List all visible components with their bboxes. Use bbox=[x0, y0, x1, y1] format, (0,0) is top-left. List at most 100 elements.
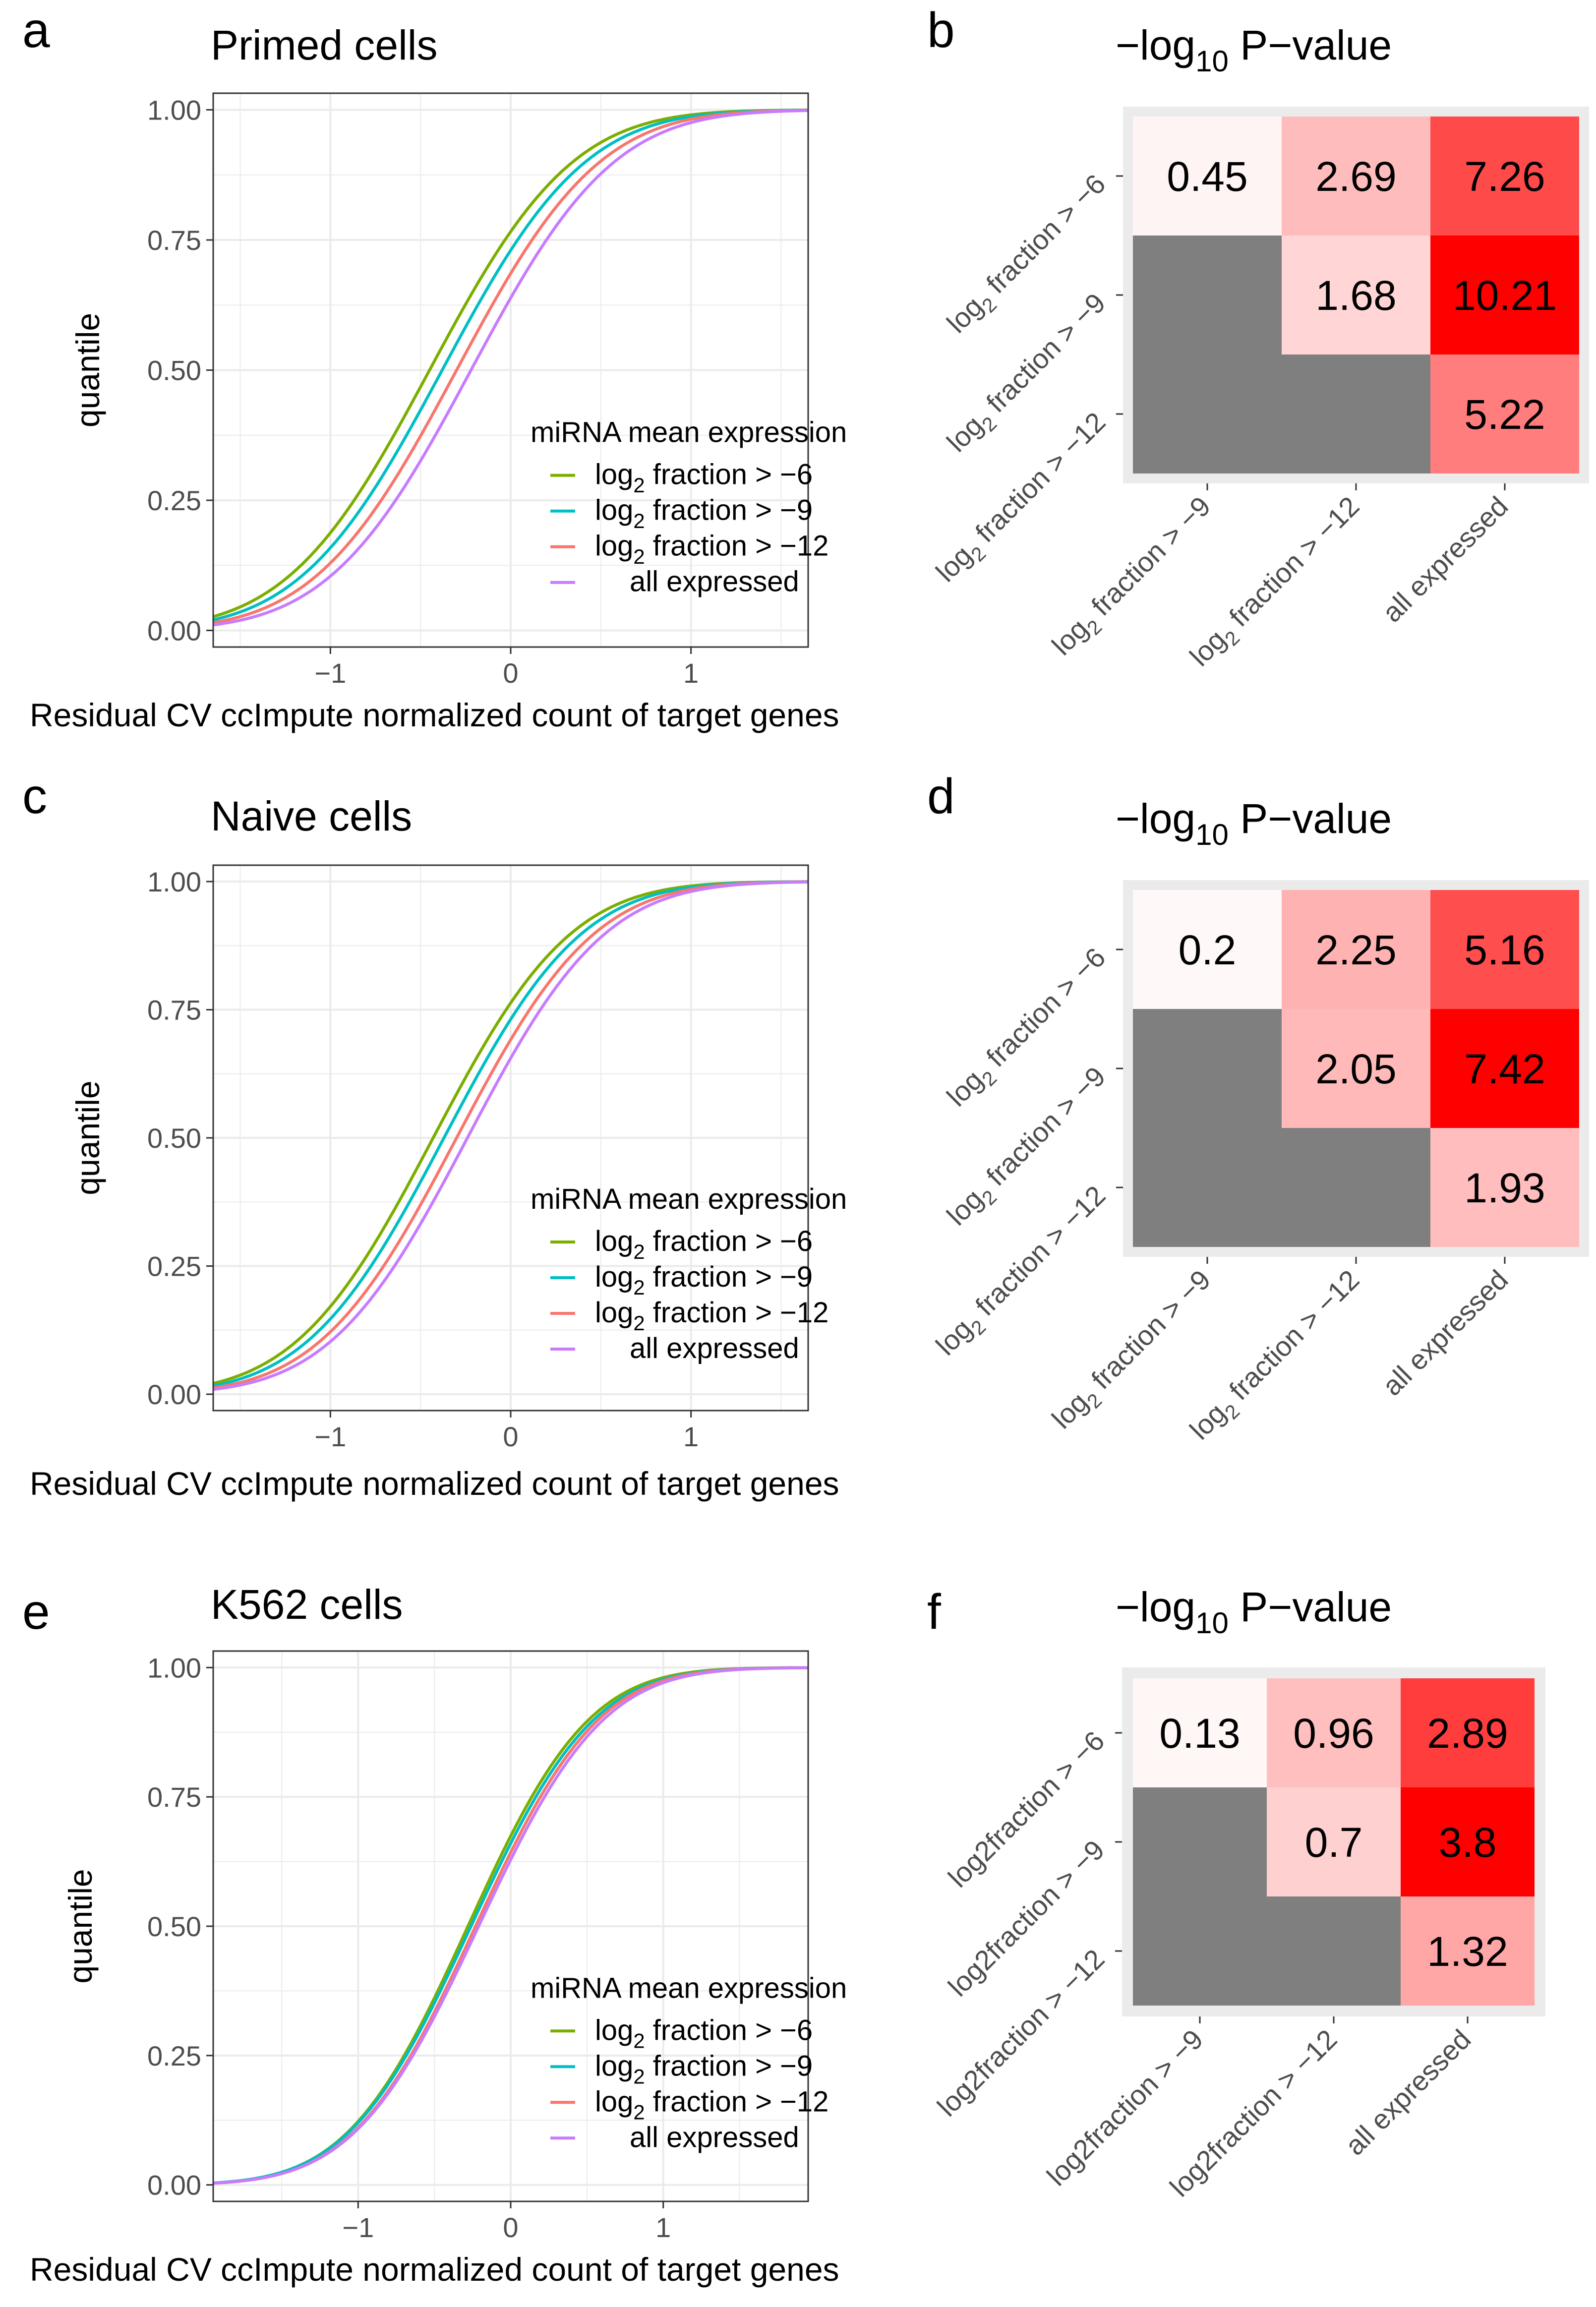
legend-label-1-sub: 2 bbox=[633, 2065, 645, 2088]
y-tick-label: 0.75 bbox=[147, 1781, 201, 1813]
col-label-2: all expressed bbox=[1339, 2023, 1477, 2161]
heatmap-cell-label: 2.89 bbox=[1427, 1710, 1508, 1757]
heatmap-cell-label: 0.45 bbox=[1167, 153, 1248, 200]
legend-label-3-pre: all expressed bbox=[630, 2121, 799, 2153]
series-line-3 bbox=[213, 880, 809, 1391]
series-line-3 bbox=[213, 1666, 808, 2185]
heatmap-cell-label: 1.68 bbox=[1315, 272, 1397, 319]
heatmap-cell-label: 0.13 bbox=[1159, 1710, 1241, 1757]
legend-label-3: all expressed bbox=[630, 566, 799, 598]
legend-label-2-pre: log bbox=[595, 530, 633, 562]
heatmap-cell bbox=[1282, 1009, 1430, 1128]
x-tick-label: 1 bbox=[655, 2212, 671, 2243]
heatmap-cell-label: 3.8 bbox=[1439, 1819, 1497, 1866]
panel-label-c: c bbox=[22, 769, 47, 824]
legend-title: miRNA mean expression bbox=[531, 416, 847, 449]
legend-label-0-sub: 2 bbox=[633, 1240, 645, 1263]
heatmap-cell bbox=[1267, 1787, 1401, 1896]
heatmap-cell-label: 10.21 bbox=[1453, 272, 1557, 319]
x-tick-label: 0 bbox=[503, 1421, 518, 1452]
heatmap-cell bbox=[1282, 890, 1430, 1009]
heatmap-cell bbox=[1430, 890, 1579, 1009]
heatmap-cell bbox=[1133, 1678, 1267, 1787]
legend-label-2-sub: 2 bbox=[633, 545, 645, 568]
heatmap-title-suffix: P−value bbox=[1229, 795, 1392, 842]
legend-label-0: log2 fraction > −6 bbox=[595, 2014, 813, 2052]
heatmap-title: −log10 P−value bbox=[1116, 22, 1392, 78]
heatmap-cell-na bbox=[1133, 355, 1282, 473]
heatmap-cell-label: 2.25 bbox=[1315, 927, 1397, 973]
panel-label-f: f bbox=[927, 1584, 941, 1640]
legend-label-1: log2 fraction > −9 bbox=[595, 494, 813, 532]
heatmap-cell bbox=[1267, 1678, 1401, 1787]
legend-label-2-sub: 2 bbox=[633, 1311, 645, 1335]
col-label-2: all expressed bbox=[1376, 1264, 1514, 1402]
heatmap-cell-label: 5.16 bbox=[1464, 927, 1545, 973]
col-label-0-post: fraction > −9 bbox=[1080, 1264, 1217, 1401]
x-tick-label: 1 bbox=[683, 657, 699, 689]
heatmap-cell-label: 1.32 bbox=[1427, 1928, 1508, 1975]
heatmap-b: −log10 P−value 0.45 2.69 7.26 1.68 10.21 5.22 l… bbox=[930, 22, 1589, 676]
legend-label-2-pre: log bbox=[595, 2085, 633, 2118]
legend-label-0-pre: log bbox=[595, 459, 633, 491]
heatmap-cell-na bbox=[1133, 1009, 1282, 1128]
col-label-2-pre: all expressed bbox=[1376, 1264, 1514, 1402]
col-label-2-pre: all expressed bbox=[1376, 490, 1514, 628]
heatmap-cell-na bbox=[1133, 1896, 1267, 2006]
heatmap-cell-na bbox=[1133, 1787, 1267, 1896]
heatmap-cell-na bbox=[1267, 1896, 1401, 2006]
heatmap-cell-label: 7.26 bbox=[1464, 153, 1545, 200]
heatmap-cell-label: 7.42 bbox=[1464, 1046, 1545, 1092]
heatmap-cell-na bbox=[1133, 1128, 1282, 1247]
col-label-2-pre: all expressed bbox=[1339, 2023, 1477, 2161]
chart-title: Naive cells bbox=[211, 793, 412, 839]
x-axis-title: Residual CV ccImpute normalized count of… bbox=[30, 1465, 839, 1502]
legend-label-1-post: fraction > −9 bbox=[645, 2050, 813, 2082]
heatmap-cell bbox=[1282, 117, 1430, 236]
col-label-1: log2 fraction > −12 bbox=[1183, 1264, 1369, 1450]
panel-label-d: d bbox=[927, 769, 955, 824]
heatmap-cell-label: 2.69 bbox=[1315, 153, 1397, 200]
heatmap-cell bbox=[1430, 1128, 1579, 1247]
legend-label-1-post: fraction > −9 bbox=[645, 494, 813, 527]
legend-label-3-pre: all expressed bbox=[630, 1332, 799, 1364]
legend-label-2-post: fraction > −12 bbox=[645, 2085, 829, 2118]
x-tick-label: 0 bbox=[503, 657, 518, 689]
panel-label-b: b bbox=[927, 2, 955, 58]
col-label-2: all expressed bbox=[1376, 490, 1514, 628]
heatmap-cell-label: 1.93 bbox=[1464, 1165, 1545, 1211]
col-label-1-post: fraction > −12 bbox=[1218, 1264, 1365, 1412]
x-tick-label: −1 bbox=[314, 1421, 346, 1452]
legend-label-3: all expressed bbox=[630, 1332, 799, 1364]
y-tick-label: 0.25 bbox=[147, 1251, 201, 1282]
series-line-1 bbox=[213, 109, 808, 622]
legend-label-0-post: fraction > −6 bbox=[645, 2014, 813, 2046]
x-tick-label: −1 bbox=[342, 2212, 374, 2243]
heatmap-cell-label: 0.7 bbox=[1305, 1819, 1363, 1866]
x-tick-label: −1 bbox=[314, 657, 346, 689]
legend-label-2: log2 fraction > −12 bbox=[595, 1297, 828, 1335]
chart-title: K562 cells bbox=[211, 1581, 403, 1628]
panel-label-e: e bbox=[22, 1584, 50, 1640]
col-label-1: log2 fraction > −12 bbox=[1183, 490, 1369, 676]
legend-title: miRNA mean expression bbox=[531, 1183, 847, 1215]
heatmap-title-prefix: −log bbox=[1116, 795, 1195, 842]
heatmap-title-prefix: −log bbox=[1116, 22, 1195, 68]
legend-label-2-sub: 2 bbox=[633, 2101, 645, 2124]
y-tick-label: 0.25 bbox=[147, 2040, 201, 2071]
legend-label-1-pre: log bbox=[595, 494, 633, 527]
legend-label-0-post: fraction > −6 bbox=[645, 1225, 813, 1257]
heatmap-cell bbox=[1430, 236, 1579, 355]
y-tick-label: 0.00 bbox=[147, 1379, 201, 1410]
panel-label-a: a bbox=[22, 2, 50, 58]
y-axis-title: quantile bbox=[62, 1869, 99, 1983]
legend-label-3-pre: all expressed bbox=[630, 566, 799, 598]
y-tick-label: 0.50 bbox=[147, 355, 201, 386]
heatmap-cell bbox=[1401, 1787, 1535, 1896]
legend-label-2-post: fraction > −12 bbox=[645, 530, 829, 562]
legend-label-1-pre: log bbox=[595, 2050, 633, 2082]
y-axis-title: quantile bbox=[69, 313, 106, 427]
heatmap-cell bbox=[1430, 117, 1579, 236]
heatmap-cell bbox=[1430, 1009, 1579, 1128]
